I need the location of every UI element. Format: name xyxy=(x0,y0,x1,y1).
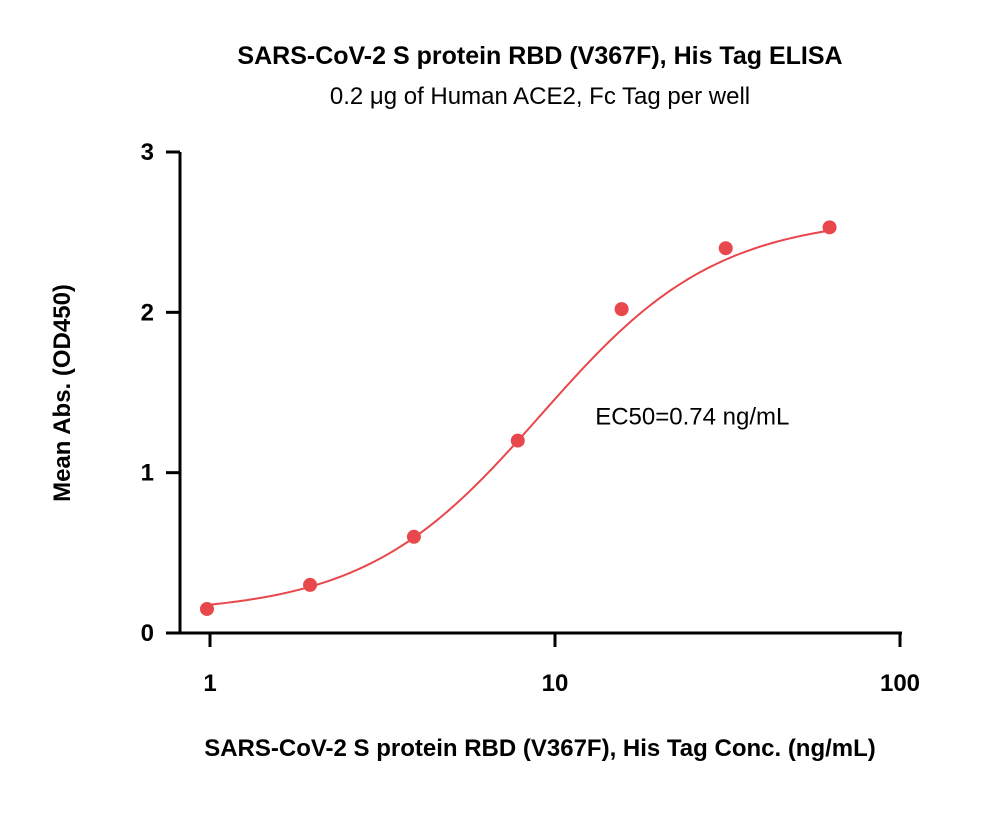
data-point xyxy=(822,220,837,235)
y-tick-label: 2 xyxy=(141,299,154,326)
data-point xyxy=(614,302,629,317)
x-axis-title: SARS-CoV-2 S protein RBD (V367F), His Ta… xyxy=(204,735,876,762)
data-point xyxy=(510,433,525,448)
data-point xyxy=(199,601,214,616)
y-tick-label: 3 xyxy=(141,139,154,166)
chart-title: SARS-CoV-2 S protein RBD (V367F), His Ta… xyxy=(237,42,842,70)
x-tick-label: 10 xyxy=(542,670,569,697)
data-point xyxy=(303,577,318,592)
y-axis-title: Mean Abs. (OD450) xyxy=(49,284,76,502)
y-tick-label: 1 xyxy=(141,460,154,487)
x-tick-label: 1 xyxy=(203,670,216,697)
y-tick-label: 0 xyxy=(141,620,154,647)
chart-subtitle: 0.2 μg of Human ACE2, Fc Tag per well xyxy=(330,83,750,110)
plot-area: 0 1 2 3 1 10 100 xyxy=(141,139,920,697)
x-tick-label: 100 xyxy=(880,670,920,697)
data-point xyxy=(406,529,421,544)
data-point xyxy=(718,241,733,256)
ec50-annotation: EC50=0.74 ng/mL xyxy=(595,404,789,431)
